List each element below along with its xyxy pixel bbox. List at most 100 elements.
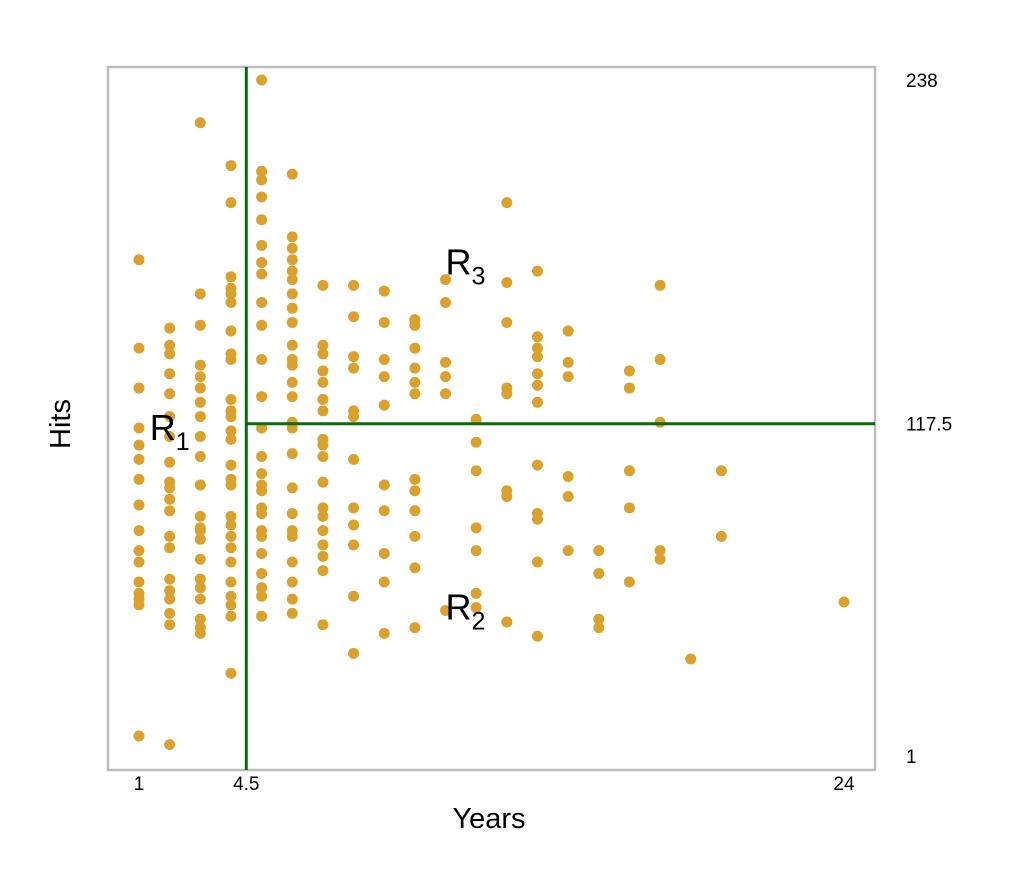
data-point: [194, 573, 206, 585]
data-point: [256, 422, 268, 434]
data-point: [317, 476, 329, 488]
data-point: [501, 197, 513, 209]
data-point: [286, 265, 298, 277]
data-point: [317, 502, 329, 514]
data-point: [256, 391, 268, 403]
data-point: [194, 288, 206, 300]
data-point: [470, 436, 482, 448]
data-point: [164, 388, 176, 400]
data-point: [225, 556, 237, 568]
data-point: [164, 456, 176, 468]
data-point: [409, 485, 421, 497]
data-point: [470, 413, 482, 425]
data-point: [225, 354, 237, 366]
data-point: [256, 174, 268, 186]
data-point: [317, 393, 329, 405]
data-point: [378, 285, 390, 297]
data-point: [348, 539, 360, 551]
data-point: [286, 576, 298, 588]
data-point: [531, 396, 543, 408]
data-point: [194, 582, 206, 594]
data-point: [470, 465, 482, 477]
data-point: [225, 590, 237, 602]
data-point: [164, 593, 176, 605]
y-axis-label: Hits: [45, 399, 77, 449]
data-point: [225, 519, 237, 531]
plot-frame: [106, 65, 877, 772]
data-point: [194, 359, 206, 371]
data-point: [225, 667, 237, 679]
data-point: [531, 351, 543, 363]
right-tick-label: 1: [906, 747, 917, 768]
data-point: [531, 342, 543, 354]
data-point: [225, 479, 237, 491]
data-point: [317, 376, 329, 388]
data-point: [133, 730, 145, 742]
data-point: [378, 371, 390, 383]
data-point: [409, 473, 421, 485]
data-point: [164, 505, 176, 517]
data-point: [133, 422, 145, 434]
data-point: [164, 339, 176, 351]
data-point: [225, 197, 237, 209]
data-point: [256, 508, 268, 520]
data-point: [133, 556, 145, 568]
data-point: [286, 242, 298, 254]
data-point: [348, 362, 360, 374]
data-point: [164, 348, 176, 360]
data-point: [409, 530, 421, 542]
data-point: [194, 117, 206, 129]
data-point: [440, 371, 452, 383]
data-point: [501, 277, 513, 289]
data-point: [133, 576, 145, 588]
data-point: [562, 356, 574, 368]
data-point: [256, 268, 268, 280]
data-point: [409, 505, 421, 517]
data-point: [440, 296, 452, 308]
data-point: [194, 533, 206, 545]
data-point: [348, 351, 360, 363]
data-point: [286, 288, 298, 300]
data-point: [317, 510, 329, 522]
data-point: [623, 382, 635, 394]
data-point: [225, 433, 237, 445]
data-point: [378, 627, 390, 639]
x-tick-label: 1: [134, 774, 145, 795]
data-point: [286, 254, 298, 266]
data-point: [164, 585, 176, 597]
data-point: [470, 522, 482, 534]
data-point: [623, 465, 635, 477]
data-point: [378, 399, 390, 411]
data-point: [593, 622, 605, 634]
data-point: [164, 530, 176, 542]
data-point: [501, 388, 513, 400]
data-point: [317, 565, 329, 577]
data-point: [470, 602, 482, 614]
data-point: [286, 359, 298, 371]
data-point: [256, 191, 268, 203]
data-point: [501, 316, 513, 328]
data-point: [194, 431, 206, 443]
data-point: [317, 539, 329, 551]
data-point: [562, 545, 574, 557]
data-point: [194, 525, 206, 537]
data-point: [256, 257, 268, 269]
data-point: [133, 499, 145, 511]
data-point: [378, 576, 390, 588]
data-point: [286, 593, 298, 605]
data-point: [501, 490, 513, 502]
data-point: [531, 379, 543, 391]
data-point: [194, 510, 206, 522]
data-point: [286, 508, 298, 520]
data-point: [531, 459, 543, 471]
data-point: [317, 619, 329, 631]
x-tick-labels: 1 4.5 24: [134, 774, 855, 795]
data-point: [286, 391, 298, 403]
region-label: R1: [150, 407, 190, 456]
data-point: [348, 519, 360, 531]
data-point: [317, 348, 329, 360]
data-point: [256, 485, 268, 497]
data-point: [225, 296, 237, 308]
data-points: [133, 74, 850, 751]
data-point: [654, 553, 666, 565]
